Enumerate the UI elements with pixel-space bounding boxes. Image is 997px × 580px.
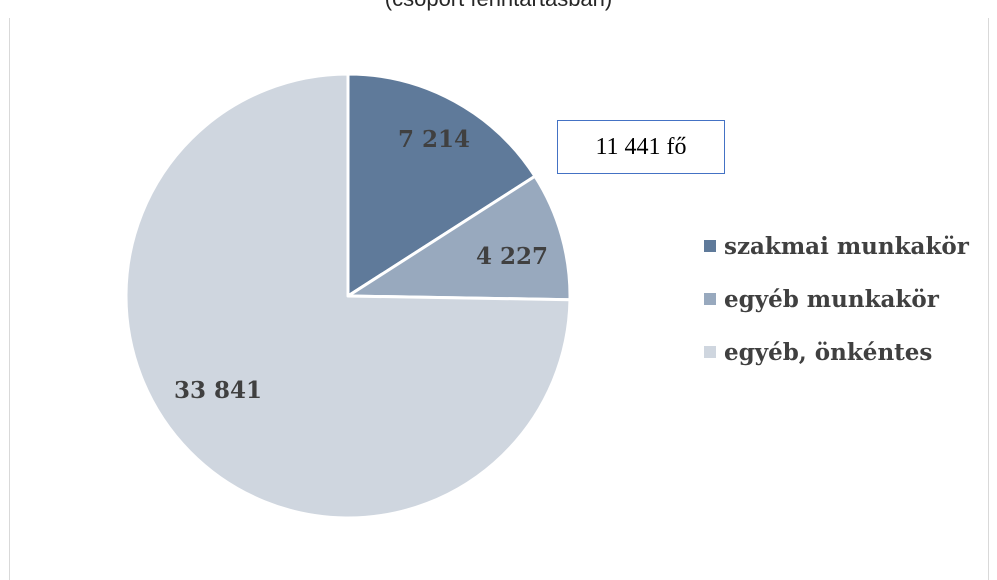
- data-label-egyeb-onkentes: 33 841: [174, 377, 262, 404]
- legend-item-egyeb-munkakor: egyéb munkakör: [704, 281, 984, 317]
- chart-frame-right-border: [988, 18, 989, 580]
- legend-swatch: [704, 293, 716, 305]
- chart-frame-left-border: [9, 18, 10, 580]
- pie-slice-egyeb-onkentes: [124, 72, 572, 520]
- legend-swatch: [704, 240, 716, 252]
- data-label-szakmai-munkakor: 7 214: [398, 126, 470, 153]
- legend-label: egyéb, önkéntes: [724, 338, 933, 366]
- legend-label: egyéb munkakör: [724, 285, 939, 313]
- pie-slice-szakmai-munkakor: [346, 72, 537, 298]
- data-label-egyeb-munkakor: 4 227: [476, 243, 548, 270]
- pie-slice-egyeb-munkakor: [346, 174, 572, 302]
- legend-item-egyeb-onkentes: egyéb, önkéntes: [704, 334, 984, 370]
- legend-item-szakmai-munkakor: szakmai munkakör: [704, 228, 984, 264]
- chart-title: (csoport fenntartásban): [0, 0, 997, 12]
- legend-swatch: [704, 346, 716, 358]
- legend: szakmai munkakör egyéb munkakör egyéb, ö…: [704, 228, 984, 387]
- total-callout: 11 441 fő: [557, 120, 725, 174]
- legend-label: szakmai munkakör: [724, 232, 969, 260]
